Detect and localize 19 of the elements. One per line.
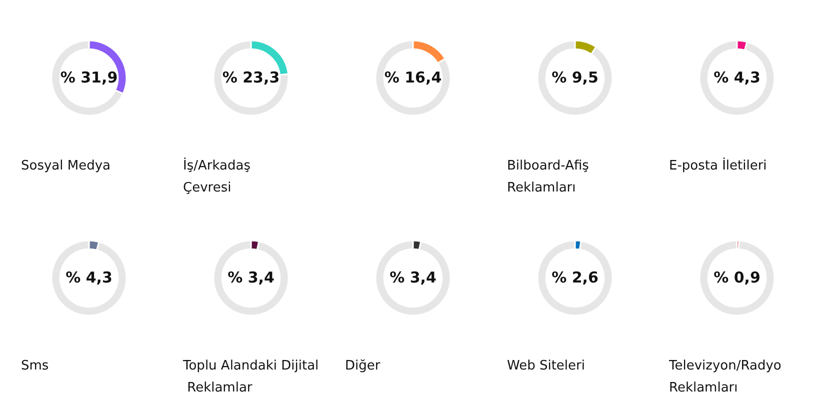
text: % 9,5	[552, 68, 598, 86]
text: Bilboard-Afiş Reklamları	[507, 158, 594, 196]
text: % 3,4	[390, 268, 436, 286]
text: Sms	[21, 358, 49, 374]
text: Toplu Alandaki Dijital Reklamlar	[182, 358, 319, 396]
text: % 23,3	[222, 68, 280, 86]
text: Web Siteleri	[507, 358, 585, 374]
text: Televizyon/Radyo Reklamları	[668, 358, 786, 396]
text: % 16,4	[384, 68, 442, 86]
text: E-posta İletileri	[669, 158, 767, 174]
text: % 0,9	[714, 268, 760, 286]
text: % 31,9	[60, 68, 118, 86]
text: Diğer	[345, 358, 381, 374]
text: İş/Arkadaş Çevresi	[183, 158, 255, 196]
text: % 4,3	[714, 68, 760, 86]
text: % 2,6	[552, 268, 598, 286]
text: Sosyal Medya	[21, 158, 111, 174]
text: % 4,3	[66, 268, 112, 286]
text: % 3,4	[228, 268, 274, 286]
